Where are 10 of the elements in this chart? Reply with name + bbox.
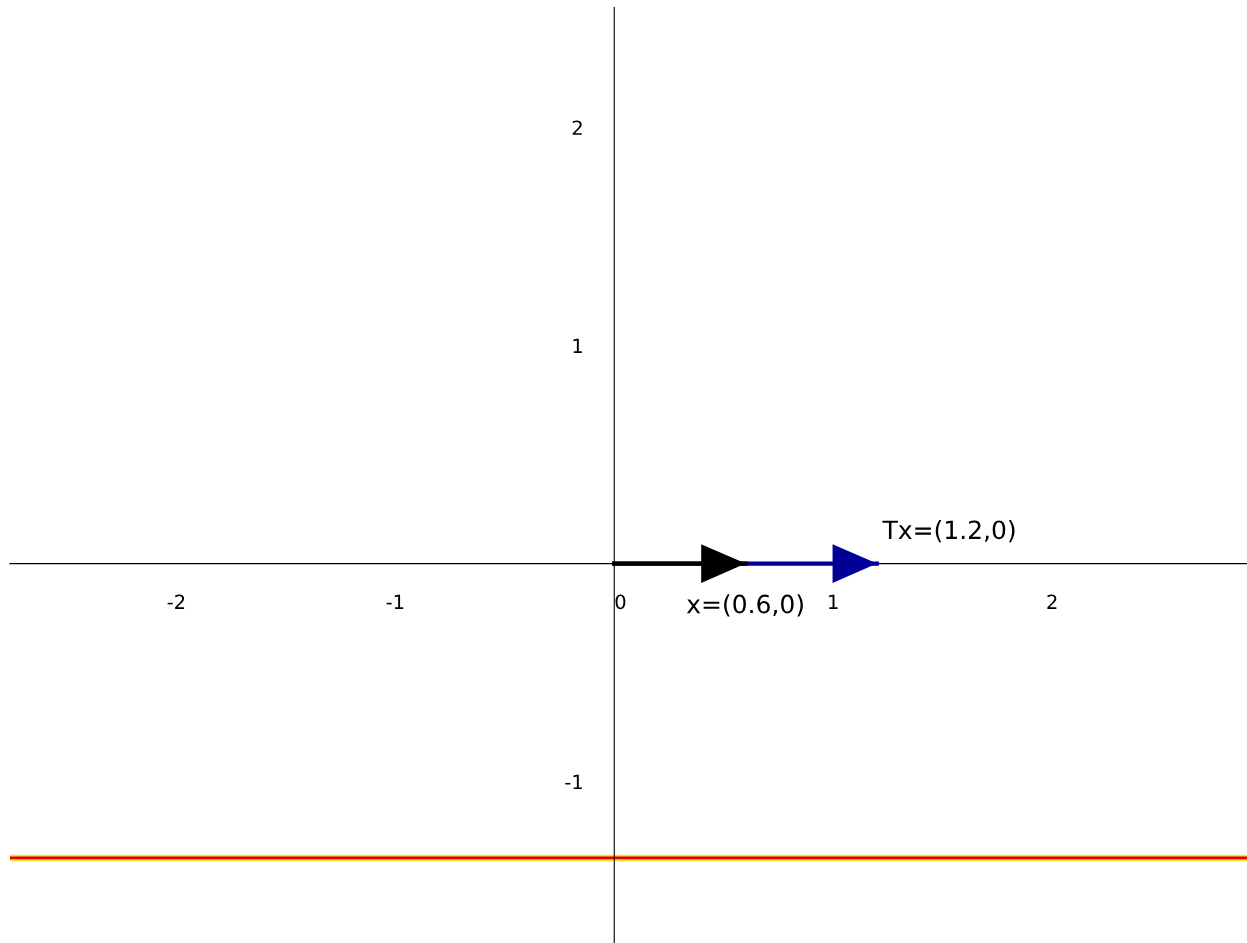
annotation: Tx=(1.2,0): [882, 519, 1015, 543]
x-tick-label: 0: [615, 594, 626, 610]
x-tick-label: 2: [1047, 594, 1057, 609]
x-tick-label: 1: [829, 594, 838, 609]
x-tick-label: -1: [386, 594, 404, 609]
y-tick-label: -1: [565, 774, 582, 790]
y-tick-label: 1: [573, 338, 582, 353]
y-tick-label: 2: [572, 120, 582, 135]
annotation: x=(0.6,0): [686, 594, 803, 617]
x-tick-label: -2: [167, 594, 185, 609]
